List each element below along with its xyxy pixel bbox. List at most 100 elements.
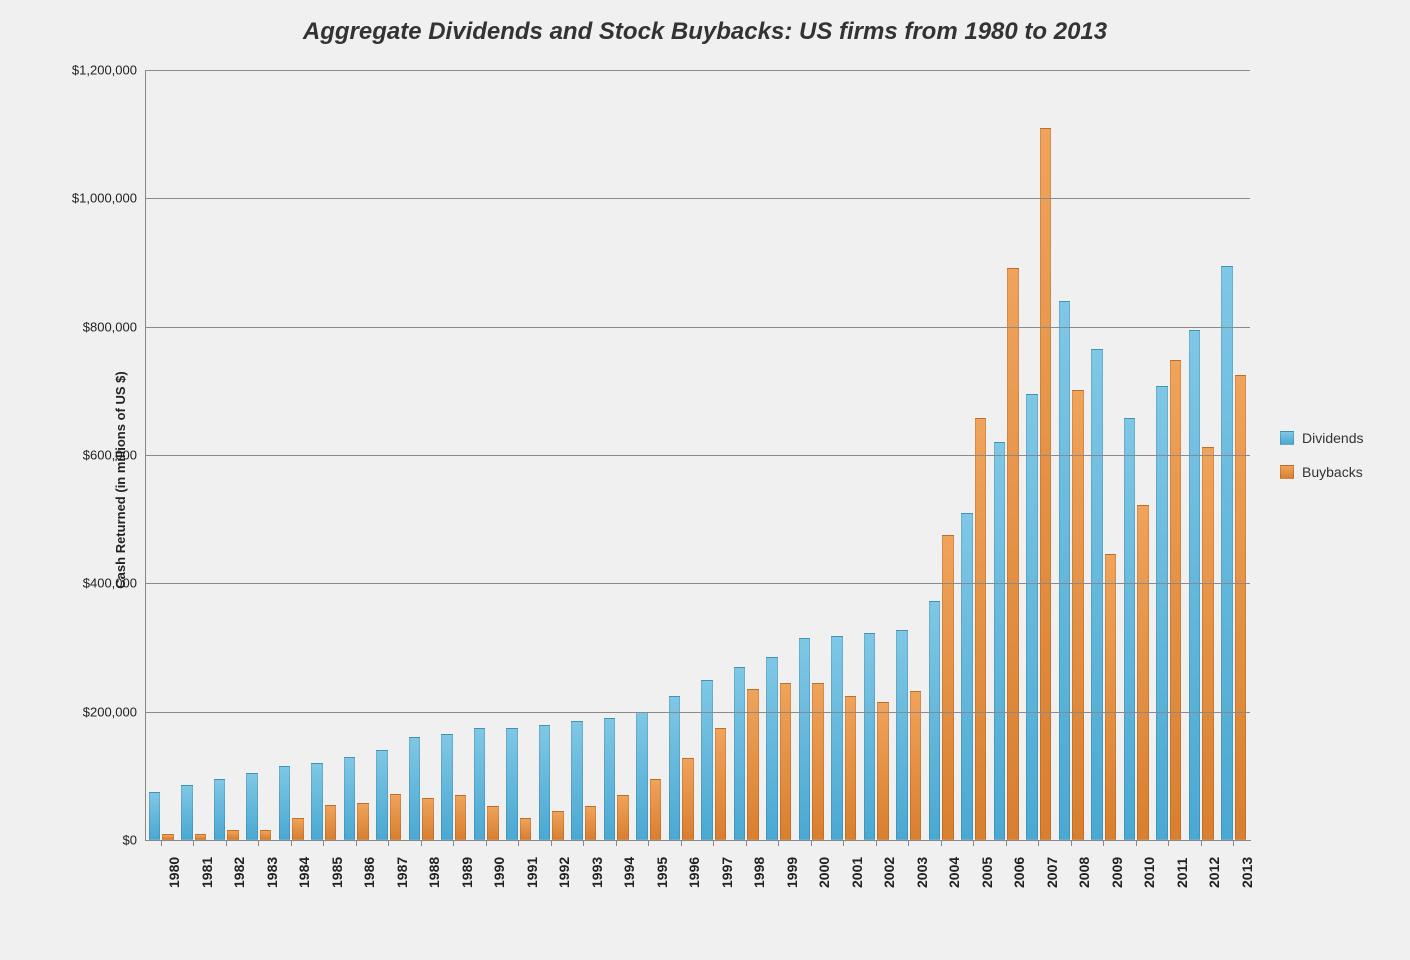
x-tick (193, 840, 194, 846)
x-tick-label: 1987 (394, 857, 410, 888)
x-tick-label: 1998 (751, 857, 767, 888)
dividends-bar (279, 766, 291, 840)
dividends-bar (604, 718, 616, 840)
legend-label: Dividends (1302, 430, 1363, 446)
buybacks-bar (455, 795, 467, 840)
x-tick (843, 840, 844, 846)
dividends-bar (571, 721, 583, 840)
buybacks-bar (975, 418, 987, 840)
x-tick-label: 2011 (1174, 858, 1190, 888)
dividends-bar (376, 750, 388, 840)
dividends-bar (994, 442, 1006, 840)
dividends-bar (961, 513, 973, 840)
legend-item-dividends: Dividends (1280, 430, 1363, 446)
x-tick-label: 1989 (459, 857, 475, 888)
x-tick (941, 840, 942, 846)
x-tick (681, 840, 682, 846)
x-tick-label: 1985 (329, 857, 345, 888)
x-tick (1071, 840, 1072, 846)
x-tick (648, 840, 649, 846)
x-tick-label: 1980 (166, 857, 182, 888)
dividends-bar (214, 779, 226, 840)
x-tick (1168, 840, 1169, 846)
dividends-bar (864, 633, 876, 840)
buybacks-bar (162, 834, 174, 840)
dividends-bar (246, 773, 258, 840)
x-tick-label: 2008 (1076, 857, 1092, 888)
buybacks-bar (910, 691, 922, 840)
buybacks-bar (390, 794, 402, 840)
x-tick-label: 1991 (524, 857, 540, 888)
grid-line (145, 327, 1250, 328)
dividends-bar (1091, 349, 1103, 840)
dividends-bar (181, 785, 193, 840)
x-tick-label: 1982 (231, 857, 247, 888)
dividends-bar (506, 728, 518, 840)
legend: DividendsBuybacks (1280, 430, 1363, 498)
dividends-bar (149, 792, 161, 840)
x-tick (486, 840, 487, 846)
buybacks-bar (552, 811, 564, 840)
y-tick-label: $400,000 (45, 576, 137, 591)
x-tick (973, 840, 974, 846)
grid-line (145, 198, 1250, 199)
x-tick (616, 840, 617, 846)
dividends-bar (636, 712, 648, 840)
x-tick (811, 840, 812, 846)
dividends-bar (474, 728, 486, 840)
x-tick-label: 2005 (979, 857, 995, 888)
x-tick-label: 2006 (1011, 857, 1027, 888)
x-tick (258, 840, 259, 846)
x-tick-label: 1992 (556, 857, 572, 888)
x-tick-label: 1986 (361, 857, 377, 888)
buybacks-bar (325, 805, 337, 840)
x-tick-label: 2009 (1109, 857, 1125, 888)
x-tick-label: 1995 (654, 857, 670, 888)
y-tick-label: $600,000 (45, 448, 137, 463)
x-tick (518, 840, 519, 846)
x-tick (1103, 840, 1104, 846)
x-tick-label: 1996 (686, 857, 702, 888)
x-tick-label: 2007 (1044, 857, 1060, 888)
buybacks-bar (292, 818, 304, 840)
x-tick-label: 2001 (849, 857, 865, 888)
buybacks-bar (650, 779, 662, 840)
x-tick (583, 840, 584, 846)
buybacks-bar (422, 798, 434, 840)
x-tick-label: 2012 (1206, 857, 1222, 888)
dividends-bar (1124, 418, 1136, 840)
y-tick-label: $1,200,000 (45, 63, 137, 78)
dividends-bar (896, 630, 908, 840)
y-tick-label: $0 (45, 833, 137, 848)
grid-line (145, 712, 1250, 713)
buybacks-bar (845, 696, 857, 840)
x-tick (778, 840, 779, 846)
dividends-bar (669, 696, 681, 840)
buybacks-bar (1007, 268, 1019, 840)
x-tick (161, 840, 162, 846)
buybacks-bar (195, 834, 207, 840)
x-tick (226, 840, 227, 846)
x-tick-label: 2004 (946, 857, 962, 888)
buybacks-bar (1137, 505, 1149, 840)
buybacks-bar (715, 728, 727, 840)
x-tick (1233, 840, 1234, 846)
x-tick-label: 1984 (296, 857, 312, 888)
buybacks-bar (520, 818, 532, 840)
dividends-bar (1189, 330, 1201, 840)
x-tick-label: 1981 (199, 857, 215, 888)
dividends-bar (1156, 386, 1168, 840)
x-tick-label: 2003 (914, 857, 930, 888)
dividends-bar (734, 667, 746, 840)
buybacks-bar (487, 806, 499, 840)
buybacks-bar (1105, 554, 1117, 840)
chart-container: Aggregate Dividends and Stock Buybacks: … (0, 0, 1410, 960)
grid-line (145, 455, 1250, 456)
y-tick-label: $800,000 (45, 319, 137, 334)
grid-line (145, 583, 1250, 584)
x-tick (908, 840, 909, 846)
x-tick (1038, 840, 1039, 846)
x-tick (1201, 840, 1202, 846)
buybacks-bar (1202, 447, 1214, 840)
x-tick-label: 1999 (784, 857, 800, 888)
